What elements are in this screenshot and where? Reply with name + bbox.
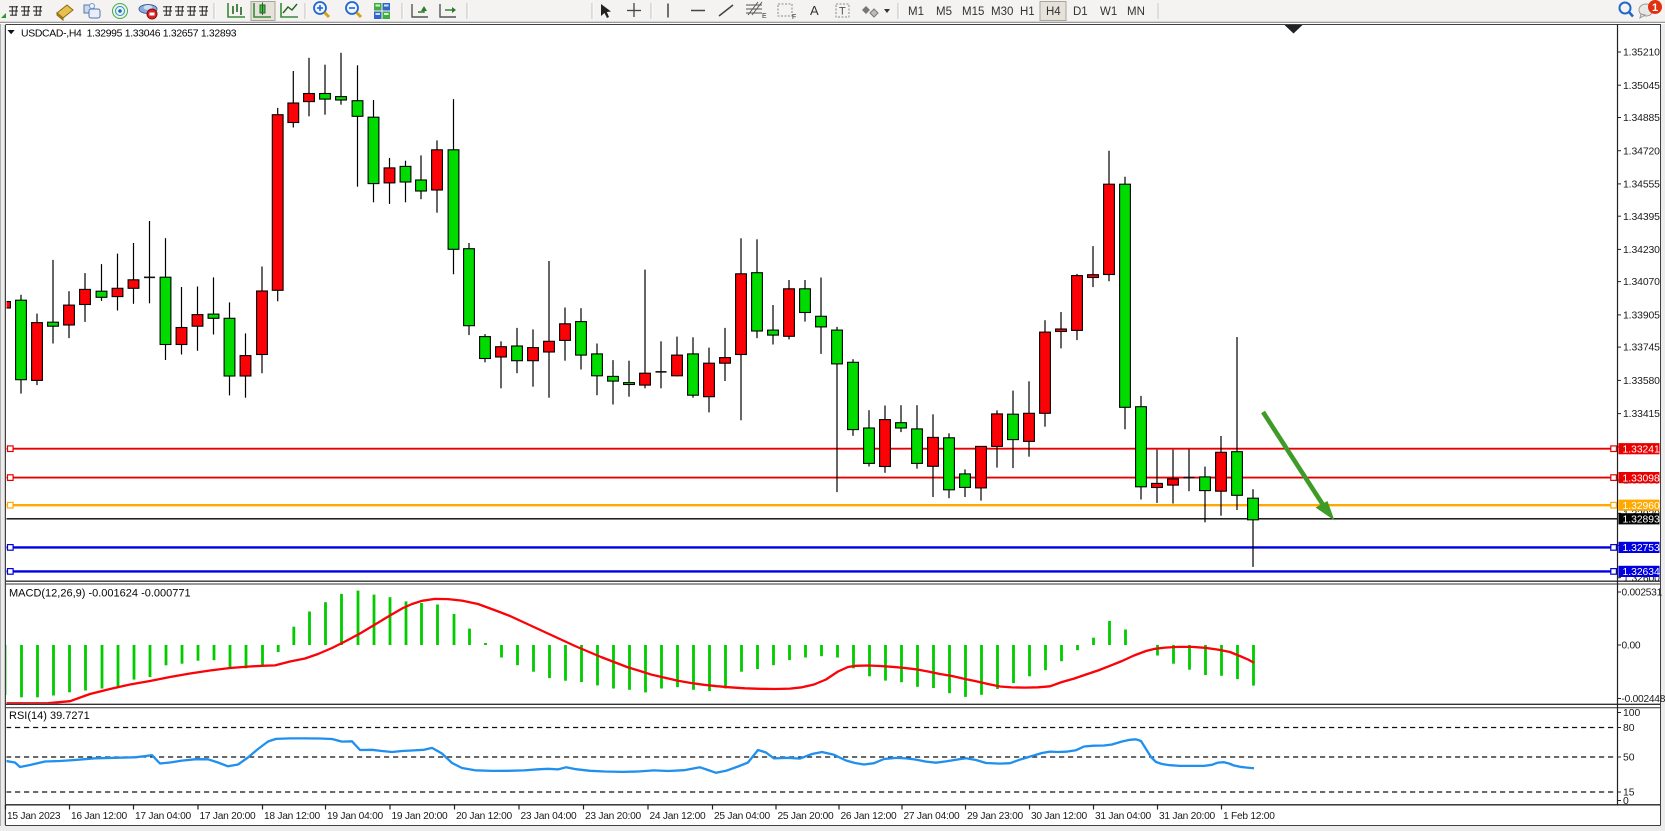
svg-text:27 Jan 04:00: 27 Jan 04:00: [904, 811, 960, 822]
svg-text:15 Jan 2023: 15 Jan 2023: [7, 811, 61, 822]
svg-text:0.00: 0.00: [1622, 641, 1641, 652]
svg-text:W1: W1: [1100, 6, 1117, 18]
svg-text:1: 1: [1652, 2, 1658, 14]
svg-text:H4: H4: [1046, 6, 1061, 18]
svg-text:1.32600: 1.32600: [1623, 573, 1660, 584]
svg-text:23 Jan 20:00: 23 Jan 20:00: [585, 811, 641, 822]
svg-text:F: F: [792, 14, 796, 21]
svg-text:31 Jan 20:00: 31 Jan 20:00: [1159, 811, 1215, 822]
svg-text:1.33745: 1.33745: [1623, 343, 1660, 354]
svg-text:D1: D1: [1073, 6, 1088, 18]
svg-text:M5: M5: [936, 6, 952, 18]
svg-text:18 Jan 12:00: 18 Jan 12:00: [264, 811, 320, 822]
svg-text:1.34230: 1.34230: [1623, 245, 1660, 256]
svg-text:100: 100: [1623, 708, 1641, 719]
svg-text:19 Jan 04:00: 19 Jan 04:00: [327, 811, 383, 822]
svg-text:RSI(14) 39.7271: RSI(14) 39.7271: [9, 710, 90, 722]
svg-text:1.32960: 1.32960: [1623, 501, 1660, 512]
svg-text:1.33415: 1.33415: [1623, 409, 1660, 420]
svg-text:16 Jan 12:00: 16 Jan 12:00: [71, 811, 127, 822]
svg-text:26 Jan 12:00: 26 Jan 12:00: [841, 811, 897, 822]
svg-text:17 Jan 20:00: 17 Jan 20:00: [200, 811, 256, 822]
svg-text:-0.002448: -0.002448: [1622, 694, 1665, 705]
svg-text:23 Jan 04:00: 23 Jan 04:00: [521, 811, 577, 822]
svg-text:1.33098: 1.33098: [1623, 473, 1660, 484]
svg-text:15: 15: [1623, 788, 1635, 799]
svg-text:MACD(12,26,9) -0.001624 -0.000: MACD(12,26,9) -0.001624 -0.000771: [9, 588, 191, 600]
svg-text:31 Jan 04:00: 31 Jan 04:00: [1095, 811, 1151, 822]
svg-text:1.33905: 1.33905: [1623, 311, 1660, 322]
svg-text:19 Jan 20:00: 19 Jan 20:00: [392, 811, 448, 822]
svg-text:A: A: [810, 3, 819, 18]
svg-text:29 Jan 23:00: 29 Jan 23:00: [967, 811, 1023, 822]
svg-text:1.34885: 1.34885: [1623, 113, 1660, 124]
svg-text:20 Jan 12:00: 20 Jan 12:00: [456, 811, 512, 822]
svg-text:1.34070: 1.34070: [1623, 277, 1660, 288]
svg-text:1.32753: 1.32753: [1623, 543, 1660, 554]
svg-text:1.34395: 1.34395: [1623, 212, 1660, 223]
svg-text:17 Jan 04:00: 17 Jan 04:00: [135, 811, 191, 822]
svg-text:H1: H1: [1020, 6, 1035, 18]
svg-text:25 Jan 20:00: 25 Jan 20:00: [778, 811, 834, 822]
svg-text:USDCAD-,H4 1.32995 1.33046 1.: USDCAD-,H4 1.32995 1.33046 1.32657 1.328…: [21, 29, 237, 40]
svg-text:T: T: [839, 6, 846, 18]
svg-text:M30: M30: [991, 6, 1013, 18]
svg-text:25 Jan 04:00: 25 Jan 04:00: [714, 811, 770, 822]
svg-text:MN: MN: [1127, 6, 1145, 18]
svg-text:1.32634: 1.32634: [1623, 567, 1660, 578]
svg-text:1 Feb 12:00: 1 Feb 12:00: [1223, 811, 1275, 822]
svg-text:30 Jan 12:00: 30 Jan 12:00: [1031, 811, 1087, 822]
svg-text:1.35210: 1.35210: [1623, 48, 1660, 59]
svg-text:80: 80: [1623, 723, 1635, 734]
svg-text:1.33580: 1.33580: [1623, 376, 1660, 387]
svg-text:0.002531: 0.002531: [1622, 588, 1663, 599]
svg-text:E: E: [762, 13, 767, 20]
svg-text:50: 50: [1623, 753, 1635, 764]
svg-text:1.32893: 1.32893: [1623, 515, 1660, 526]
svg-text:1.34555: 1.34555: [1623, 180, 1660, 191]
svg-text:M15: M15: [962, 6, 984, 18]
svg-text:1.33241: 1.33241: [1623, 444, 1660, 455]
svg-text:M1: M1: [908, 6, 924, 18]
svg-text:1.35045: 1.35045: [1623, 81, 1660, 92]
svg-text:0: 0: [1623, 796, 1629, 807]
svg-text:1.34720: 1.34720: [1623, 146, 1660, 157]
svg-text:24 Jan 12:00: 24 Jan 12:00: [650, 811, 706, 822]
